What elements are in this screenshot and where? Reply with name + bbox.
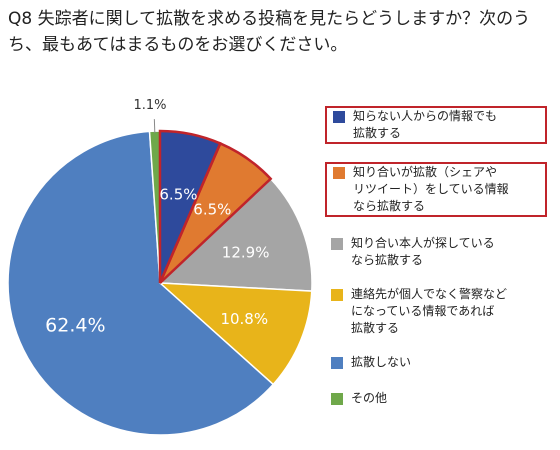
pie-value-label: 62.4% — [45, 314, 105, 336]
pie-value-label: 10.8% — [220, 310, 268, 328]
legend-label: 知り合い本人が探している なら拡散する — [351, 236, 495, 267]
legend-swatch-3 — [331, 289, 343, 301]
legend-item: 知らない人からの情報でも 拡散する — [325, 106, 547, 144]
pie-slice-3 — [157, 282, 313, 386]
legend-label: 拡散しない — [351, 355, 412, 369]
legend-item: 知り合い本人が探している なら拡散する — [325, 235, 547, 269]
pie-value-label: 6.5% — [159, 186, 197, 204]
legend-item: 連絡先が個人でなく警察など になっている情報であれば 拡散する — [325, 286, 547, 337]
legend-item: その他 — [325, 390, 547, 407]
legend-swatch-5 — [331, 393, 343, 405]
legend-label: 連絡先が個人でなく警察など になっている情報であれば 拡散する — [351, 287, 508, 335]
legend-swatch-1 — [333, 167, 345, 179]
legend-swatch-4 — [331, 357, 343, 369]
legend-label: 知り合いが拡散（シェアや リツイート）をしている情報 なら拡散する — [353, 165, 509, 213]
pie-slice-4 — [7, 130, 275, 436]
legend-label: 知らない人からの情報でも 拡散する — [353, 109, 498, 140]
pie-value-label: 6.5% — [193, 200, 231, 218]
legend-label: その他 — [351, 391, 388, 405]
legend-item: 知り合いが拡散（シェアや リツイート）をしている情報 なら拡散する — [325, 162, 547, 217]
legend-swatch-2 — [331, 238, 343, 250]
question-title: Q8 失踪者に関して拡散を求める投稿を見たらどうしますか？次のうち、最もあてはま… — [8, 9, 531, 55]
pie-value-label: 1.1% — [133, 98, 166, 113]
pie-value-label: 12.9% — [222, 244, 270, 262]
legend-item: 拡散しない — [325, 354, 547, 371]
pie-slice-2 — [158, 177, 313, 292]
pie-slice-highlight-1 — [158, 141, 273, 284]
legend-swatch-0 — [333, 111, 345, 123]
